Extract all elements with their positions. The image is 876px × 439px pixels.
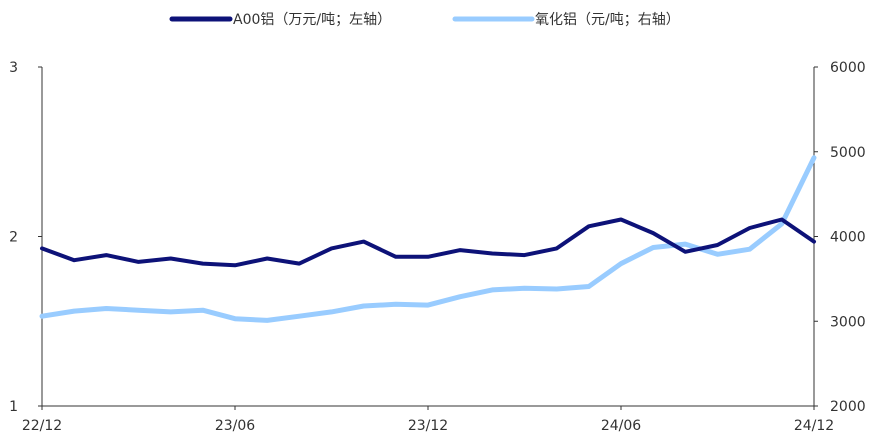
data-point-aluminum <box>169 257 173 260</box>
data-point-alumina <box>265 318 269 322</box>
axes: 1 2 3 2000 3000 4000 5000 6000 22/12 23/06 23/12 24… <box>9 60 866 434</box>
series-layer <box>39 155 817 323</box>
data-point-alumina <box>362 304 366 308</box>
right-y-tick-label: 6000 <box>830 60 866 76</box>
data-point-alumina <box>780 222 784 226</box>
data-point-alumina <box>169 310 173 314</box>
x-tick-label: 23/12 <box>408 418 448 434</box>
data-point-alumina <box>40 314 44 318</box>
data-point-aluminum <box>104 253 108 257</box>
data-point-alumina <box>748 247 752 251</box>
data-point-aluminum <box>490 252 494 255</box>
data-point-alumina <box>555 287 559 291</box>
data-point-aluminum <box>812 240 816 244</box>
data-point-alumina <box>330 310 333 314</box>
x-tick-label: 22/12 <box>22 418 62 434</box>
data-point-aluminum <box>233 263 237 267</box>
data-point-aluminum <box>40 246 44 250</box>
series-line-alumina <box>39 155 817 323</box>
data-point-alumina <box>297 314 301 318</box>
data-point-aluminum <box>651 231 655 235</box>
data-point-aluminum <box>683 250 687 254</box>
right-y-tick-label: 5000 <box>830 145 866 161</box>
data-point-alumina <box>490 288 494 292</box>
data-point-alumina <box>137 308 140 312</box>
data-point-alumina <box>587 285 591 288</box>
data-point-aluminum <box>330 246 333 250</box>
data-point-alumina <box>619 262 623 266</box>
data-point-aluminum <box>72 258 76 262</box>
data-point-alumina <box>426 303 430 307</box>
data-point-aluminum <box>780 218 784 221</box>
data-point-alumina <box>394 302 398 306</box>
data-point-aluminum <box>748 226 752 230</box>
data-point-aluminum <box>458 248 462 252</box>
left-y-tick-label: 2 <box>9 230 18 246</box>
data-point-aluminum <box>394 255 398 259</box>
data-point-alumina <box>201 308 205 312</box>
data-point-aluminum <box>555 246 559 250</box>
series-line-aluminum <box>40 217 816 268</box>
data-point-alumina <box>523 286 526 290</box>
data-point-aluminum <box>201 262 205 266</box>
data-point-aluminum <box>523 253 526 257</box>
legend-label-aluminum: A00铝（万元/吨；左轴） <box>233 12 391 28</box>
data-point-alumina <box>104 307 108 310</box>
left-y-tick-label: 1 <box>9 399 18 415</box>
data-point-alumina <box>812 156 816 160</box>
data-point-aluminum <box>716 243 719 247</box>
data-point-alumina <box>458 295 462 299</box>
legend-label-alumina: 氧化铝（元/吨；右轴） <box>535 12 680 28</box>
x-tick-label: 24/06 <box>601 418 641 434</box>
data-point-alumina <box>651 246 655 249</box>
right-y-tick-label: 3000 <box>830 314 866 330</box>
legend: A00铝（万元/吨；左轴） 氧化铝（元/吨；右轴） <box>169 12 680 28</box>
x-tick-label: 24/12 <box>794 418 834 434</box>
data-point-alumina <box>233 317 237 321</box>
data-point-aluminum <box>587 224 591 228</box>
data-point-aluminum <box>426 255 430 259</box>
right-y-tick-label: 4000 <box>830 230 866 246</box>
data-point-aluminum <box>137 260 140 264</box>
data-point-aluminum <box>619 218 623 221</box>
right-y-tick-label: 2000 <box>830 399 866 415</box>
data-point-alumina <box>683 242 687 246</box>
x-tick-label: 23/06 <box>215 418 255 434</box>
data-point-aluminum <box>297 262 301 266</box>
left-y-tick-label: 3 <box>9 60 18 76</box>
data-point-alumina <box>716 252 719 256</box>
data-point-alumina <box>72 309 76 313</box>
data-point-aluminum <box>362 240 366 244</box>
data-point-aluminum <box>265 257 269 260</box>
